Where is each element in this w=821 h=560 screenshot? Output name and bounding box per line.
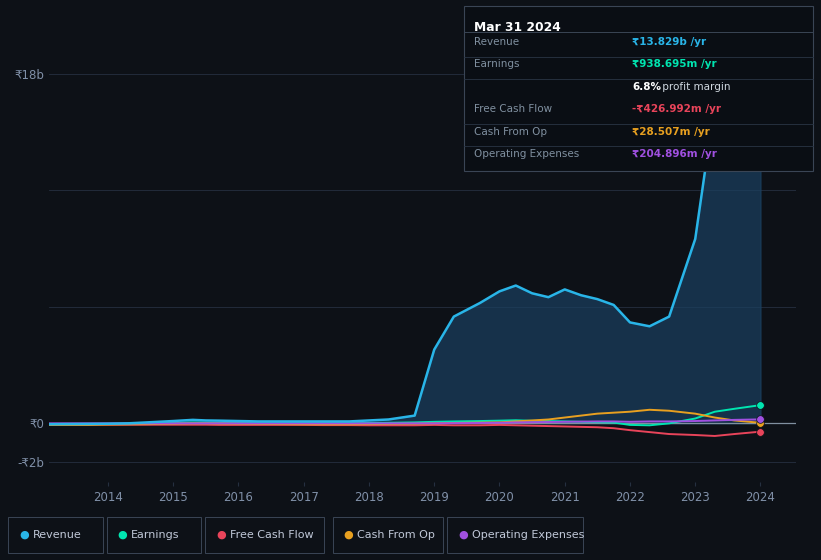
Text: Operating Expenses: Operating Expenses: [472, 530, 585, 540]
Text: Earnings: Earnings: [131, 530, 180, 540]
Text: ●: ●: [19, 530, 29, 540]
Text: ●: ●: [117, 530, 127, 540]
Text: Revenue: Revenue: [33, 530, 81, 540]
Text: Free Cash Flow: Free Cash Flow: [230, 530, 314, 540]
Text: Earnings: Earnings: [474, 59, 519, 69]
Text: ₹13.829b /yr: ₹13.829b /yr: [632, 37, 706, 47]
Text: 6.8%: 6.8%: [632, 82, 661, 92]
Text: Mar 31 2024: Mar 31 2024: [474, 21, 561, 34]
Text: Cash From Op: Cash From Op: [474, 127, 547, 137]
Text: profit margin: profit margin: [659, 82, 731, 92]
Text: ●: ●: [458, 530, 468, 540]
Text: Revenue: Revenue: [474, 37, 519, 47]
Text: ●: ●: [216, 530, 226, 540]
Text: ₹204.896m /yr: ₹204.896m /yr: [632, 149, 717, 159]
Text: ●: ●: [343, 530, 353, 540]
Text: ₹938.695m /yr: ₹938.695m /yr: [632, 59, 717, 69]
Text: Operating Expenses: Operating Expenses: [474, 149, 579, 159]
Text: ₹28.507m /yr: ₹28.507m /yr: [632, 127, 710, 137]
Text: -₹426.992m /yr: -₹426.992m /yr: [632, 104, 721, 114]
Text: Free Cash Flow: Free Cash Flow: [474, 104, 552, 114]
Text: Cash From Op: Cash From Op: [357, 530, 435, 540]
